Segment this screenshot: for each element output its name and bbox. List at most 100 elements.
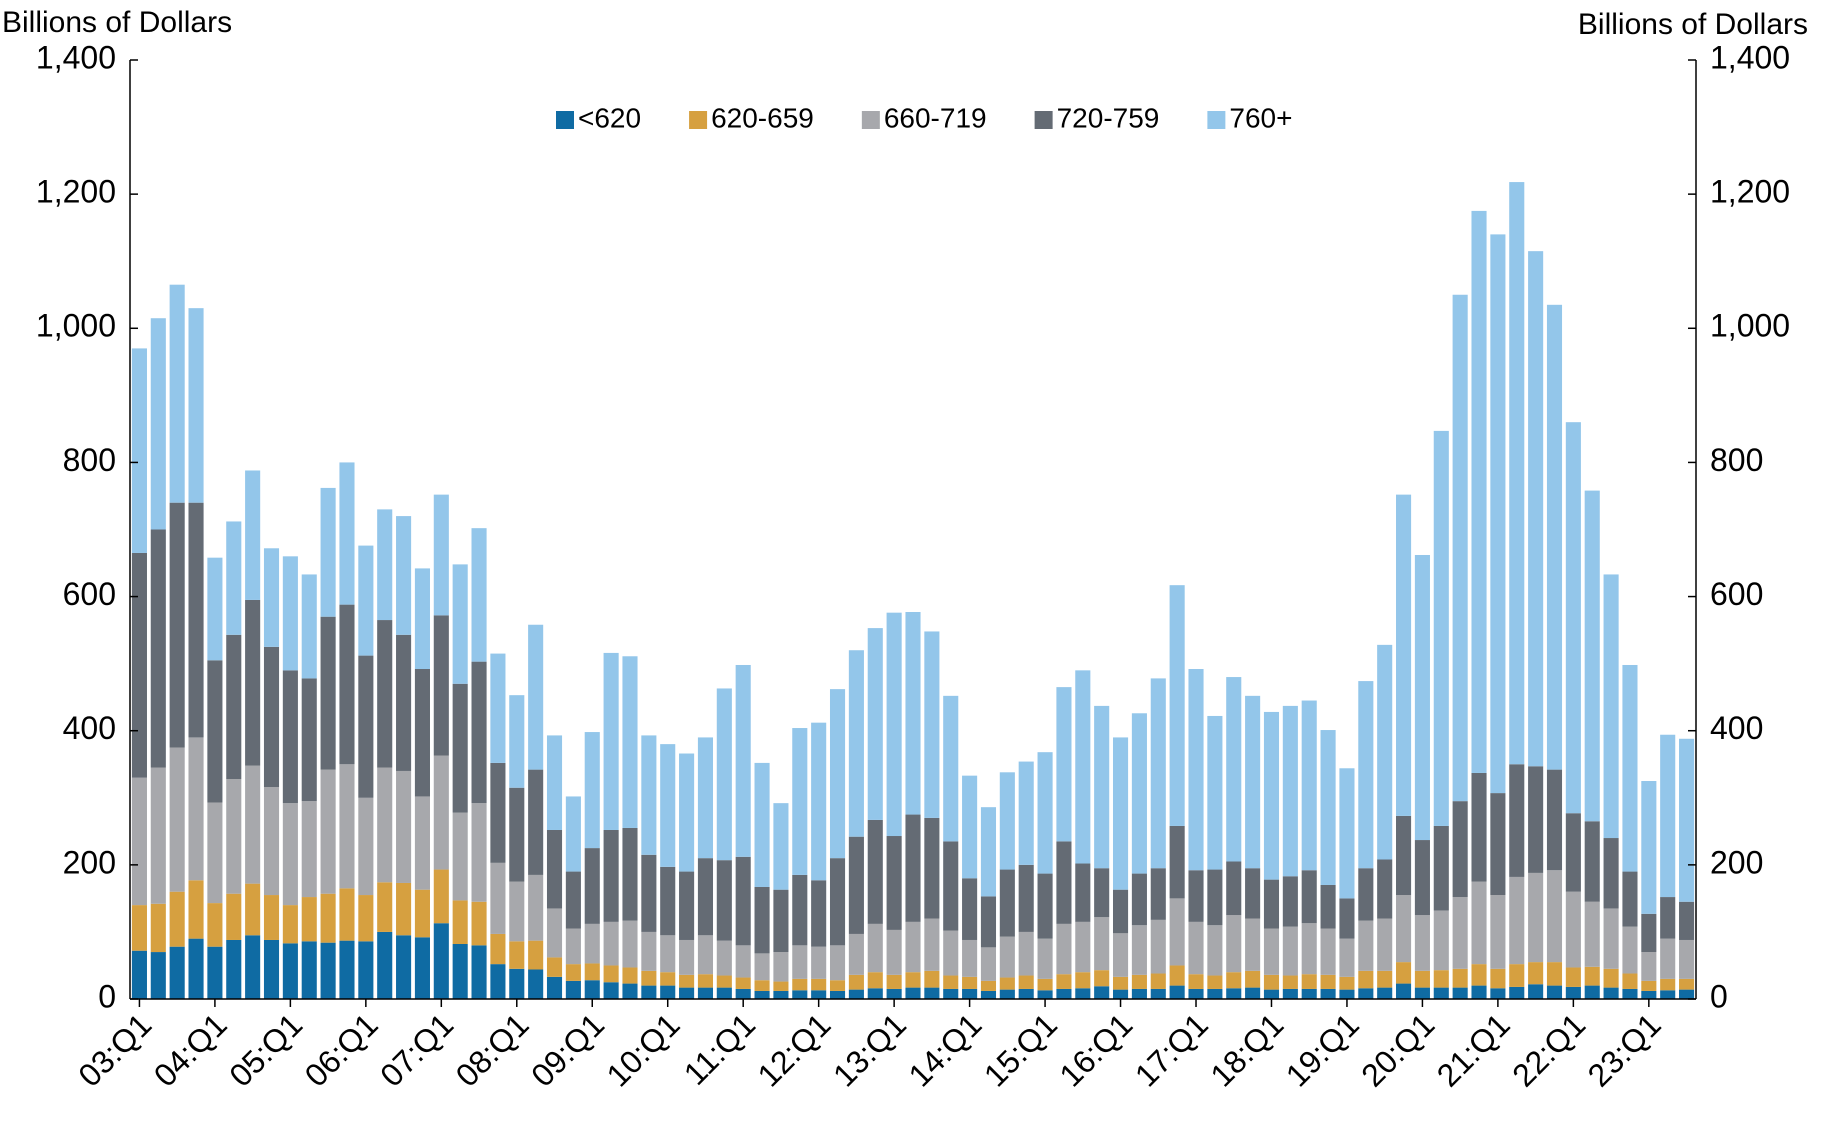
bar-segment <box>131 552 147 778</box>
bar-segment <box>962 976 978 989</box>
bar-segment <box>320 487 336 617</box>
bar-segment <box>377 931 393 999</box>
bar-segment <box>962 988 978 999</box>
bar-segment <box>1565 986 1581 999</box>
bar-segment <box>1301 988 1317 999</box>
bar-segment <box>905 921 921 973</box>
x-tick-label: 10:Q1 <box>600 1006 687 1093</box>
bar-segment <box>1396 815 1412 896</box>
bar-segment <box>716 975 732 988</box>
bar-segment <box>452 900 468 945</box>
bar-segment <box>867 972 883 989</box>
bar-segment <box>1169 898 1185 966</box>
bar-segment <box>490 862 506 934</box>
bar-segment <box>584 963 600 981</box>
bar-segment <box>1660 938 1676 979</box>
bar-segment <box>867 923 883 973</box>
legend-swatch <box>556 111 574 129</box>
bar-segment <box>1414 970 1430 988</box>
bar-segment <box>339 462 355 605</box>
x-tick-label: 21:Q1 <box>1430 1006 1517 1093</box>
bar-segment <box>1037 873 1053 939</box>
bar-segment <box>169 747 185 892</box>
bar-segment <box>546 976 563 999</box>
bar-segment <box>1358 868 1374 921</box>
legend-label: 720-759 <box>1057 102 1160 133</box>
legend-swatch <box>1207 111 1226 129</box>
bar-segment <box>1131 974 1147 989</box>
bar-segment <box>1509 964 1525 987</box>
bar-segment <box>773 990 789 999</box>
bar-segment <box>1565 967 1581 987</box>
bar-segment <box>565 796 581 872</box>
bar-segment <box>471 901 487 946</box>
y2-tick-label: 1,000 <box>1710 308 1790 344</box>
bar-segment <box>773 889 789 953</box>
bar-segment <box>452 564 468 684</box>
bar-segment <box>565 980 581 999</box>
bar-segment <box>490 653 506 763</box>
bar-segment <box>1584 966 1600 986</box>
bar-segment <box>339 764 355 889</box>
bar-segment <box>1320 730 1336 885</box>
y2-tick-label: 1,400 <box>1710 39 1790 75</box>
bar-segment <box>226 939 242 999</box>
bar-segment <box>1452 897 1468 969</box>
bar-segment <box>1471 964 1487 986</box>
bar-segment <box>358 941 374 999</box>
bar-segment <box>414 669 430 797</box>
bar-segment <box>1584 985 1600 999</box>
bar-segment <box>1339 898 1355 939</box>
bar-segment <box>1075 863 1091 922</box>
bar-segment <box>1282 876 1298 927</box>
bar-segment <box>377 882 393 932</box>
bar-segment <box>1339 768 1355 899</box>
bar-segment <box>773 803 789 890</box>
bar-segment <box>1603 574 1619 839</box>
bar-segment <box>735 664 751 857</box>
bar-segment <box>811 880 827 947</box>
bar-segment <box>641 931 657 971</box>
bar-segment <box>1452 294 1468 802</box>
bar-segment <box>245 599 261 766</box>
bar-segment <box>131 950 147 999</box>
bar-segment <box>169 284 185 503</box>
bar-segment <box>1188 974 1204 989</box>
bar-segment <box>886 929 902 975</box>
legend-label: <620 <box>578 102 641 133</box>
y-tick-label: 1,200 <box>36 174 116 210</box>
legend-label: 760+ <box>1229 102 1292 133</box>
bar-segment <box>1679 978 1695 990</box>
bar-segment <box>396 770 412 883</box>
bar-segment <box>1490 234 1506 794</box>
bar-segment <box>886 612 902 837</box>
bar-segment <box>1018 864 1034 932</box>
bar-segment <box>792 728 808 875</box>
bar-segment <box>867 628 883 820</box>
bar-segment <box>980 980 997 991</box>
bar-segment <box>1603 968 1619 988</box>
bar-segment <box>754 990 770 999</box>
bar-segment <box>1226 972 1242 989</box>
bar-segment <box>452 944 468 999</box>
bar-segment <box>207 557 223 661</box>
bar-segment <box>1131 925 1147 975</box>
bar-segment <box>867 988 883 999</box>
bar-segment <box>1245 970 1261 988</box>
bar-segment <box>509 941 525 969</box>
bar-segment <box>565 871 581 929</box>
bar-segment <box>1112 889 1129 934</box>
x-tick-label: 18:Q1 <box>1203 1006 1290 1093</box>
y2-tick-label: 200 <box>1710 844 1763 880</box>
bar-segment <box>1377 859 1393 919</box>
bar-segment <box>1433 987 1449 999</box>
bar-segment <box>565 964 581 981</box>
bar-segment <box>245 765 261 884</box>
bar-segment <box>811 990 827 999</box>
legend-swatch <box>1034 111 1053 129</box>
bar-segment <box>1509 764 1525 877</box>
bar-segment <box>1414 987 1430 999</box>
bar-segment <box>622 656 638 828</box>
bar-segment <box>1094 986 1110 999</box>
x-tick-label: 15:Q1 <box>977 1006 1064 1093</box>
